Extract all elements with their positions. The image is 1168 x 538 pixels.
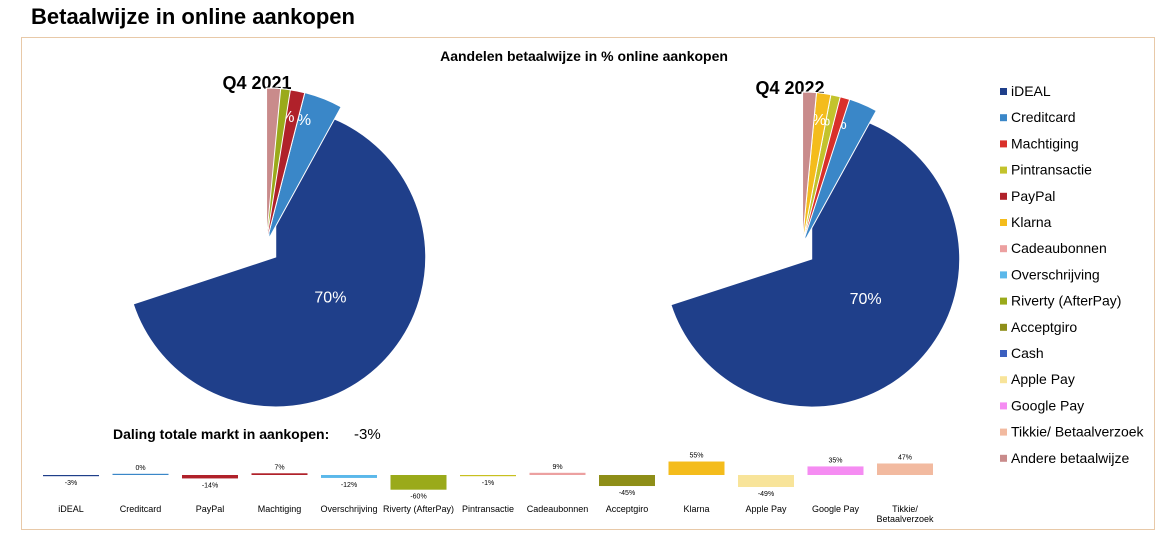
bar-cadeaubonnen — [529, 472, 586, 475]
bar-value-machtiging: 7% — [274, 464, 284, 471]
legend-item-google-pay: Google Pay — [1011, 397, 1084, 413]
bar-value-overschrijving: -12% — [341, 482, 357, 489]
legend-swatch-riverty-afterpay — [1000, 297, 1007, 305]
legend-swatch-acceptgiro — [1000, 323, 1007, 331]
bar-value-creditcard: 0% — [135, 465, 145, 472]
pie-slice-andere-betaalwijze — [802, 91, 818, 241]
bar-category-machtiging: Machtiging — [258, 504, 302, 514]
bar-category-acceptgiro: Acceptgiro — [606, 504, 649, 514]
bar-category-tikkie-betaalverzoek: Tikkie/ — [892, 504, 918, 514]
bar-category-cadeaubonnen: Cadeaubonnen — [527, 504, 589, 514]
bar-category-klarna: Klarna — [683, 504, 709, 514]
bar-value-pintransactie: -1% — [482, 480, 494, 487]
pie-2022: 70%8%5%4%3%3% — [670, 91, 961, 408]
bar-acceptgiro — [599, 475, 655, 487]
legend-swatch-apple-pay — [1000, 376, 1007, 384]
market-decline-label: Daling totale markt in aankopen: — [113, 426, 330, 442]
legend-item-apple-pay: Apple Pay — [1011, 371, 1075, 387]
pie-slice-ideal — [670, 110, 961, 408]
bar-creditcard — [112, 473, 169, 475]
bar-value-tikkie-betaalverzoek: 47% — [898, 454, 912, 461]
legend-swatch-machtiging — [1000, 140, 1007, 148]
bar-category-ideal: iDEAL — [58, 504, 84, 514]
pie-2021: 70%8%4%3%4%2% — [132, 87, 427, 408]
legend-swatch-pintransactie — [1000, 166, 1007, 174]
legend-item-paypal: PayPal — [1011, 188, 1055, 204]
legend-item-andere-betaalwijze: Andere betaalwijze — [1011, 450, 1130, 466]
chart-panel — [21, 37, 1155, 530]
legend-swatch-tikkie-betaalverzoek — [1000, 428, 1007, 436]
legend-item-acceptgiro: Acceptgiro — [1011, 319, 1077, 335]
pie-label-ideal: 70% — [850, 291, 882, 308]
bar-apple-pay — [738, 475, 794, 488]
bar-category-apple-pay: Apple Pay — [745, 504, 787, 514]
bar-value-klarna: 55% — [689, 453, 703, 460]
legend-swatch-google-pay — [1000, 402, 1007, 410]
bar-pintransactie — [460, 475, 516, 477]
bar-value-google-pay: 35% — [828, 457, 842, 464]
legend-item-overschrijving: Overschrijving — [1011, 266, 1100, 282]
legend-item-cash: Cash — [1011, 345, 1044, 361]
legend-swatch-creditcard — [1000, 114, 1007, 122]
legend-item-tikkie-betaalverzoek: Tikkie/ Betaalverzoek — [1011, 424, 1145, 440]
pie-label-ideal: 70% — [314, 290, 346, 307]
legend-item-machtiging: Machtiging — [1011, 135, 1079, 151]
chart-title: Aandelen betaalwijze in % online aankope… — [440, 48, 728, 64]
bar-value-riverty-afterpay: -60% — [410, 494, 426, 501]
bar-value-acceptgiro: -45% — [619, 490, 635, 497]
legend-swatch-andere-betaalwijze — [1000, 454, 1007, 462]
bar-category-riverty-afterpay: Riverty (AfterPay) — [383, 504, 454, 514]
bar-paypal — [182, 475, 238, 479]
bar-category-overschrijving: Overschrijving — [320, 504, 377, 514]
legend-item-pintransactie: Pintransactie — [1011, 162, 1092, 178]
legend-item-klarna: Klarna — [1011, 214, 1052, 230]
market-decline-value: -3% — [354, 426, 381, 443]
bar-riverty-afterpay — [390, 475, 447, 490]
legend-item-riverty-afterpay: Riverty (AfterPay) — [1011, 293, 1121, 309]
pie-slice-andere-betaalwijze — [266, 87, 282, 239]
legend-swatch-ideal — [1000, 88, 1007, 95]
bar-category-pintransactie: Pintransactie — [462, 504, 514, 514]
legend-swatch-paypal — [1000, 192, 1007, 200]
legend: iDEAL Creditcard Machtiging Pintransactie Pa… — [1000, 83, 1145, 466]
legend-swatch-overschrijving — [1000, 271, 1007, 279]
bar-category-google-pay: Google Pay — [812, 504, 860, 514]
legend-item-creditcard: Creditcard — [1011, 109, 1076, 125]
legend-swatch-cadeaubonnen — [1000, 245, 1007, 253]
bar-value-apple-pay: -49% — [758, 491, 774, 498]
pie-slice-ideal — [132, 106, 427, 408]
bar-value-ideal: -3% — [65, 480, 77, 487]
bar-machtiging — [251, 473, 308, 475]
bar-google-pay — [807, 466, 864, 475]
bar-value-cadeaubonnen: 9% — [552, 464, 562, 471]
bar-category-tikkie-betaalverzoek: Betaalverzoek — [876, 514, 934, 524]
bar-value-paypal: -14% — [202, 482, 218, 489]
bar-tikkie-betaalverzoek — [877, 463, 933, 475]
bar-category-paypal: PayPal — [196, 504, 225, 514]
bar-category-creditcard: Creditcard — [120, 504, 162, 514]
page-title: Betaalwijze in online aankopen — [31, 4, 355, 29]
legend-swatch-cash — [1000, 350, 1007, 357]
bar-ideal — [43, 475, 99, 477]
bar-overschrijving — [321, 475, 377, 478]
legend-item-ideal: iDEAL — [1011, 83, 1051, 99]
bar-klarna — [668, 461, 725, 475]
legend-item-cadeaubonnen: Cadeaubonnen — [1011, 240, 1107, 256]
change-bar-chart: -3% iDEAL 0% Creditcard -14% PayPal 7% Machtigi… — [43, 453, 934, 524]
legend-swatch-klarna — [1000, 219, 1007, 226]
